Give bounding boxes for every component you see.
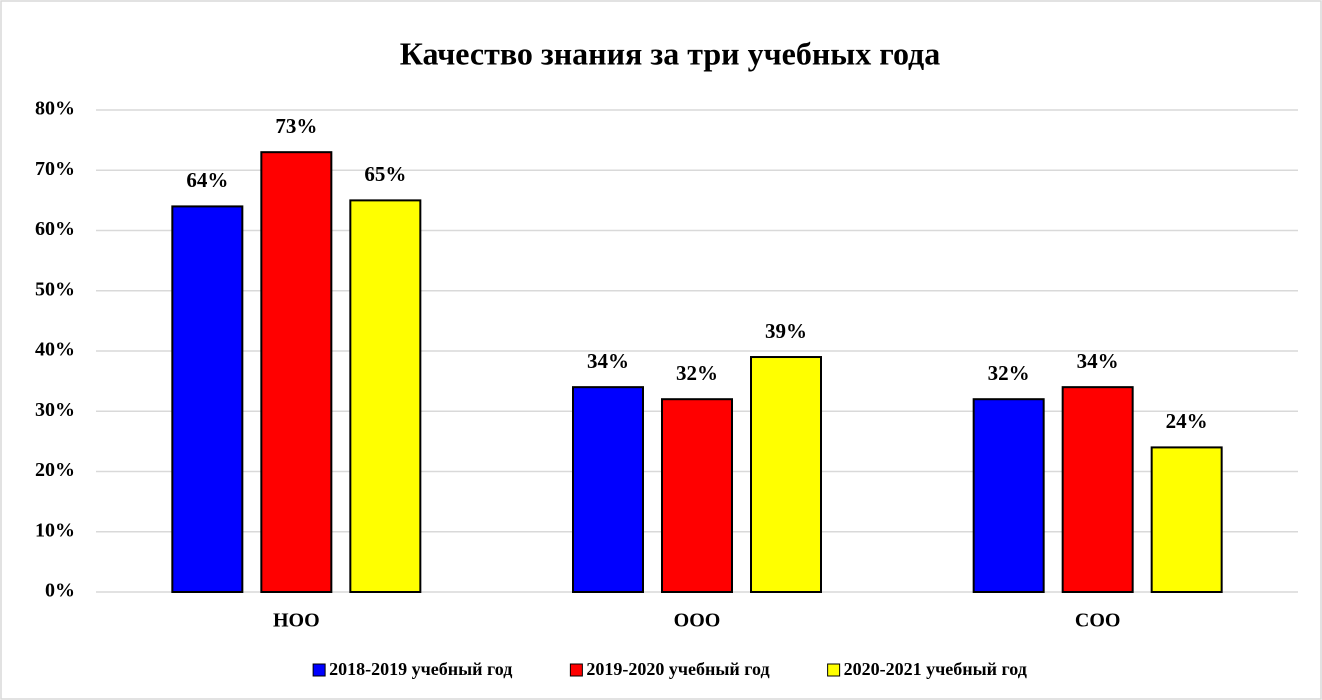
- value-label: 32%: [676, 361, 718, 385]
- y-tick-label: 80%: [35, 98, 75, 120]
- y-tick-label: 10%: [35, 519, 75, 541]
- y-tick-label: 60%: [35, 218, 75, 240]
- value-label: 24%: [1166, 409, 1208, 433]
- bar: [972, 398, 1045, 594]
- y-tick-label: 40%: [35, 339, 75, 361]
- value-label: 32%: [988, 361, 1030, 385]
- legend-label: 2018-2019 учебный год: [329, 659, 512, 679]
- bar: [349, 199, 422, 593]
- bar: [1061, 386, 1134, 593]
- value-label: 64%: [186, 168, 228, 192]
- value-label: 73%: [275, 114, 317, 138]
- value-label: 65%: [364, 162, 406, 186]
- legend-swatch: [827, 663, 841, 677]
- bar: [1150, 446, 1223, 593]
- y-tick-label: 0%: [45, 580, 75, 602]
- legend-swatch: [569, 663, 583, 677]
- x-tick-label: ООО: [674, 610, 721, 632]
- legend-swatch: [312, 663, 326, 677]
- bar: [171, 205, 244, 593]
- y-tick-label: 50%: [35, 278, 75, 300]
- bar: [260, 151, 333, 594]
- legend-label: 2019-2020 учебный год: [586, 659, 769, 679]
- value-label: 34%: [1077, 349, 1119, 373]
- bar: [661, 398, 733, 594]
- x-tick-label: НОО: [273, 610, 320, 632]
- value-label: 34%: [587, 349, 629, 373]
- y-tick-label: 70%: [35, 158, 75, 180]
- chart-title: Качество знания за три учебных года: [400, 35, 940, 71]
- x-tick-label: СОО: [1075, 610, 1121, 632]
- y-tick-label: 30%: [35, 399, 75, 421]
- bar: [750, 356, 822, 593]
- y-tick-label: 20%: [35, 459, 75, 481]
- value-label: 39%: [765, 319, 807, 343]
- bar: [572, 386, 644, 593]
- legend-label: 2020-2021 учебный год: [844, 659, 1027, 679]
